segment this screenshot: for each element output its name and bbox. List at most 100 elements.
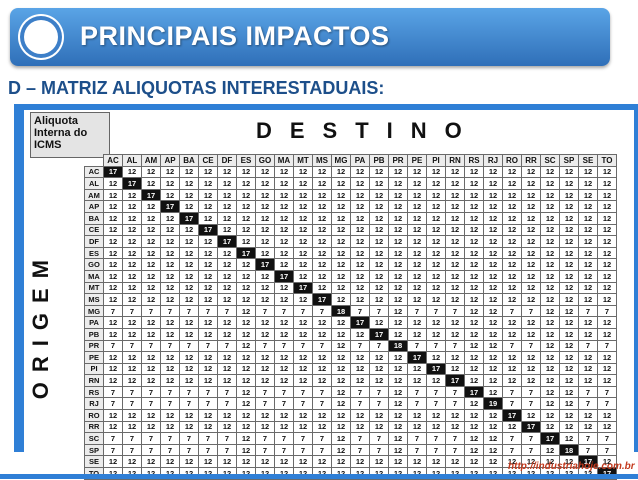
- interstate-rate-cell: 12: [445, 281, 465, 295]
- interstate-rate-cell: 12: [255, 351, 275, 364]
- interstate-rate-cell: 7: [445, 339, 465, 353]
- interstate-rate-cell: 12: [369, 269, 389, 283]
- interstate-rate-cell: 12: [483, 281, 503, 295]
- interstate-rate-cell: 12: [597, 409, 617, 422]
- interstate-rate-cell: 7: [597, 304, 617, 318]
- internal-rate-cell: 17: [350, 316, 370, 329]
- internal-rate-cell: 17: [464, 385, 484, 399]
- interstate-rate-cell: 7: [160, 443, 180, 457]
- interstate-rate-cell: 12: [236, 420, 256, 434]
- interstate-rate-cell: 7: [274, 385, 294, 399]
- interstate-rate-cell: 12: [502, 177, 522, 190]
- interstate-rate-cell: 12: [388, 258, 408, 271]
- interstate-rate-cell: 7: [445, 304, 465, 318]
- internal-rate-cell: 17: [293, 281, 313, 295]
- interstate-rate-cell: 12: [426, 165, 446, 179]
- interstate-rate-cell: 7: [255, 432, 275, 445]
- internal-rate-cell: 17: [502, 409, 522, 422]
- interstate-rate-cell: 7: [255, 304, 275, 318]
- interstate-rate-cell: 12: [160, 188, 180, 202]
- interstate-rate-cell: 12: [521, 293, 541, 306]
- interstate-rate-cell: 12: [312, 409, 332, 422]
- interstate-rate-cell: 12: [103, 374, 123, 387]
- interstate-rate-cell: 12: [483, 293, 503, 306]
- interstate-rate-cell: 12: [540, 177, 560, 190]
- interstate-rate-cell: 12: [312, 235, 332, 248]
- interstate-rate-cell: 12: [540, 200, 560, 213]
- interstate-rate-cell: 12: [293, 165, 313, 179]
- matrix-corner-cell: [85, 155, 104, 167]
- interstate-rate-cell: 12: [407, 327, 427, 341]
- interstate-rate-cell: 7: [350, 432, 370, 445]
- interstate-rate-cell: 12: [255, 293, 275, 306]
- interstate-rate-cell: 12: [464, 211, 484, 225]
- interstate-rate-cell: 12: [141, 420, 161, 434]
- interstate-rate-cell: 12: [540, 223, 560, 237]
- matrix-row: DF 12 12 12 12 12 12 17 12 12 12 12 12 12 12 12 12 12 12 12…: [84, 235, 617, 248]
- interstate-rate-cell: 12: [122, 235, 142, 248]
- interstate-rate-cell: 7: [122, 397, 142, 411]
- interstate-rate-cell: 12: [141, 258, 161, 271]
- interstate-rate-cell: 12: [160, 351, 180, 364]
- interstate-rate-cell: 12: [369, 177, 389, 190]
- interstate-rate-cell: 12: [274, 420, 294, 434]
- interstate-rate-cell: 12: [578, 246, 598, 260]
- interstate-rate-cell: 12: [445, 188, 465, 202]
- interstate-rate-cell: 12: [293, 177, 313, 190]
- interstate-rate-cell: 12: [502, 293, 522, 306]
- interstate-rate-cell: 12: [198, 362, 218, 376]
- interstate-rate-cell: 12: [141, 316, 161, 329]
- interstate-rate-cell: 12: [103, 188, 123, 202]
- interstate-rate-cell: 12: [103, 258, 123, 271]
- interstate-rate-cell: 12: [369, 165, 389, 179]
- interstate-rate-cell: 12: [274, 211, 294, 225]
- interstate-rate-cell: 7: [597, 397, 617, 411]
- interstate-rate-cell: 12: [464, 409, 484, 422]
- internal-rate-cell: 17: [217, 235, 237, 248]
- dest-state-header: MG: [331, 154, 351, 167]
- interstate-rate-cell: 7: [578, 304, 598, 318]
- interstate-rate-cell: 12: [388, 223, 408, 237]
- interstate-rate-cell: 12: [331, 293, 351, 306]
- interstate-rate-cell: 12: [388, 362, 408, 376]
- matrix-row: PR 7 7 7 7 7 7 7 12 7 7 7 7 12 7 7 18 7 7 7 12 12 7 7 12 12 7 7: [84, 339, 617, 353]
- interstate-rate-cell: 7: [578, 443, 598, 457]
- interstate-rate-cell: 12: [426, 258, 446, 271]
- interstate-rate-cell: 12: [521, 374, 541, 387]
- interstate-rate-cell: 12: [217, 362, 237, 376]
- interstate-rate-cell: 12: [236, 177, 256, 190]
- interstate-rate-cell: 12: [426, 281, 446, 295]
- interstate-rate-cell: 7: [198, 397, 218, 411]
- interstate-rate-cell: 12: [331, 362, 351, 376]
- interstate-rate-cell: 7: [293, 443, 313, 457]
- interstate-rate-cell: 12: [103, 316, 123, 329]
- interstate-rate-cell: 12: [255, 420, 275, 434]
- interstate-rate-cell: 12: [350, 455, 370, 469]
- interstate-rate-cell: 12: [502, 316, 522, 329]
- interstate-rate-cell: 12: [122, 420, 142, 434]
- interstate-rate-cell: 12: [350, 200, 370, 213]
- interstate-rate-cell: 12: [141, 235, 161, 248]
- internal-rate-cell: 18: [331, 304, 351, 318]
- interstate-rate-cell: 12: [388, 443, 408, 457]
- interstate-rate-cell: 12: [388, 351, 408, 364]
- interstate-rate-cell: 12: [483, 385, 503, 399]
- interstate-rate-cell: 12: [103, 420, 123, 434]
- interstate-rate-cell: 12: [483, 188, 503, 202]
- interstate-rate-cell: 12: [293, 362, 313, 376]
- interstate-rate-cell: 12: [179, 200, 199, 213]
- interstate-rate-cell: 12: [236, 200, 256, 213]
- interstate-rate-cell: 12: [407, 316, 427, 329]
- dest-state-header: RS: [464, 154, 484, 167]
- internal-rate-cell: 18: [388, 339, 408, 353]
- interstate-rate-cell: 7: [578, 385, 598, 399]
- interstate-rate-cell: 7: [407, 397, 427, 411]
- interstate-rate-cell: 12: [331, 258, 351, 271]
- interstate-rate-cell: 12: [217, 258, 237, 271]
- interstate-rate-cell: 7: [179, 385, 199, 399]
- interstate-rate-cell: 12: [464, 304, 484, 318]
- dest-state-header: AM: [141, 154, 161, 167]
- dest-state-header: SP: [559, 154, 579, 167]
- interstate-rate-cell: 12: [578, 188, 598, 202]
- destination-header: DESTINO: [256, 118, 480, 143]
